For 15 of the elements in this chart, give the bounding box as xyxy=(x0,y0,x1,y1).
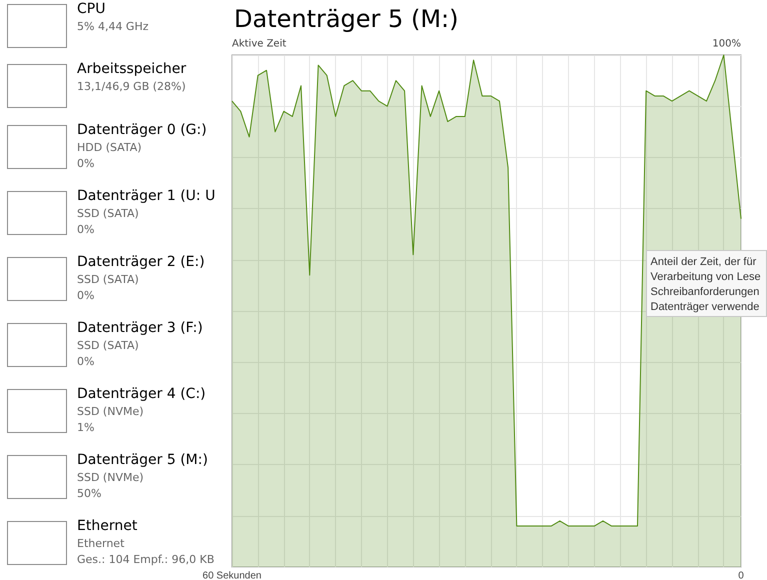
annotation: Anteil der Zeit, der für Verarbeitung von Lese Schreibanforderungen Datenträger verwende xyxy=(650,256,761,313)
x-tick-label: 60 Sekunden xyxy=(202,570,262,580)
y-axis-title: Aktive Zeit xyxy=(232,38,286,50)
text: Datenträger 5 (M:) SSD (NVMe) 50% xyxy=(77,451,208,502)
text: Datenträger 0 (G:) HDD (SATA) 0% xyxy=(77,121,207,172)
text: 100% xyxy=(712,38,742,50)
text: CPU 5% 4,44 GHz xyxy=(77,0,149,35)
x-tick-label: 0 xyxy=(738,570,744,580)
text: Arbeitsspeicher 13,1/46,9 GB (28%) xyxy=(77,60,186,95)
chart-title: Datenträger 5 (M:) xyxy=(234,5,458,33)
text: Datenträger 1 (U: U SSD (SATA) 0% xyxy=(77,187,216,238)
text: Ethernet Ethernet Ges.: 104 Empf.: 96,0 KB xyxy=(77,517,214,568)
text: Datenträger 2 (E:) SSD (SATA) 0% xyxy=(77,253,205,304)
text: Datenträger 3 (F:) SSD (SATA) 0% xyxy=(77,319,203,370)
text: Datenträger 4 (C:) SSD (NVMe) 1% xyxy=(77,385,206,436)
